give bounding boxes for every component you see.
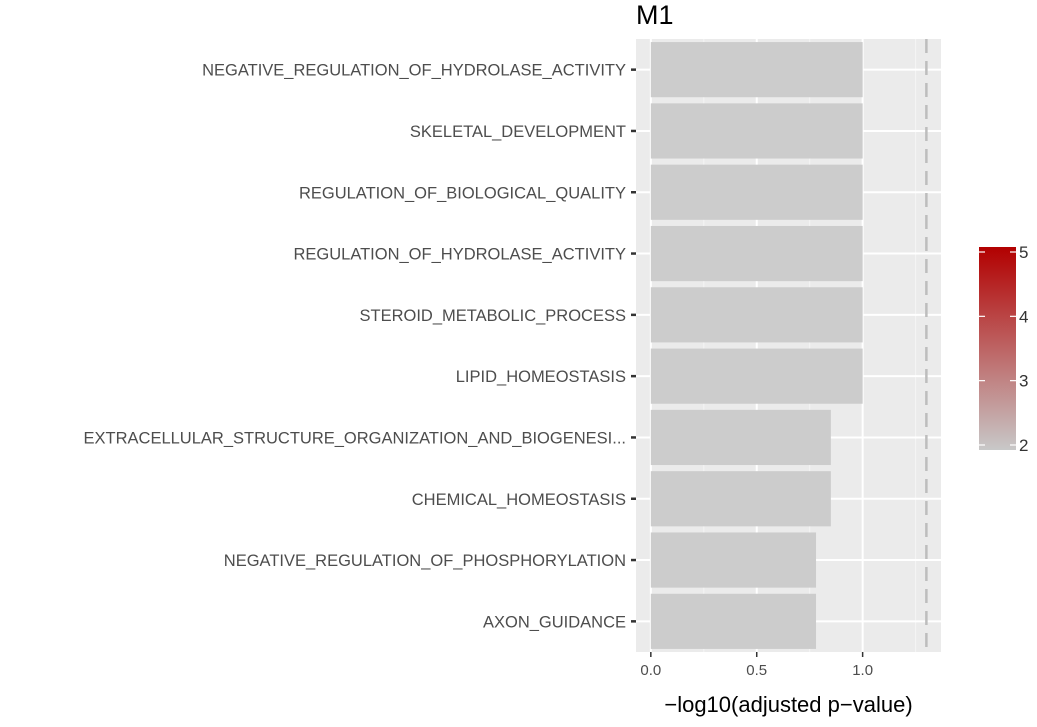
colorbar-tick-label: 5: [1019, 243, 1028, 262]
bar: [650, 164, 863, 220]
y-tick-label: NEGATIVE_REGULATION_OF_HYDROLASE_ACTIVIT…: [202, 62, 626, 80]
y-tick-label: STEROID_METABOLIC_PROCESS: [359, 307, 626, 325]
chart-title: M1: [636, 0, 674, 30]
y-tick-label: AXON_GUIDANCE: [483, 613, 626, 631]
colorbar-tick-label: 4: [1019, 307, 1028, 326]
x-axis-title: −log10(adjusted p−value): [664, 692, 912, 717]
colorbar-tick-label: 2: [1019, 436, 1028, 455]
y-tick-label: LIPID_HOMEOSTASIS: [456, 368, 626, 386]
x-tick-label: 1.0: [852, 662, 873, 679]
bar: [650, 287, 863, 343]
y-tick-label: REGULATION_OF_HYDROLASE_ACTIVITY: [293, 246, 626, 264]
bar: [650, 103, 863, 159]
x-tick-label: 0.0: [640, 662, 661, 679]
colorbar-tick-label: 3: [1019, 372, 1028, 391]
x-tick-label: 0.5: [746, 662, 767, 679]
bar: [650, 409, 831, 466]
y-tick-label: NEGATIVE_REGULATION_OF_PHOSPHORYLATION: [224, 552, 626, 570]
bar: [650, 471, 831, 527]
bar: [650, 42, 863, 98]
bar: [650, 225, 863, 282]
colorbar: [979, 247, 1016, 450]
y-tick-label: EXTRACELLULAR_STRUCTURE_ORGANIZATION_AND…: [84, 429, 626, 447]
y-tick-label: SKELETAL_DEVELOPMENT: [410, 123, 626, 141]
y-tick-label: CHEMICAL_HOMEOSTASIS: [412, 491, 626, 509]
y-tick-label: REGULATION_OF_BIOLOGICAL_QUALITY: [299, 184, 626, 202]
bar: [650, 348, 863, 404]
bar: [650, 532, 817, 588]
bar: [650, 593, 817, 649]
